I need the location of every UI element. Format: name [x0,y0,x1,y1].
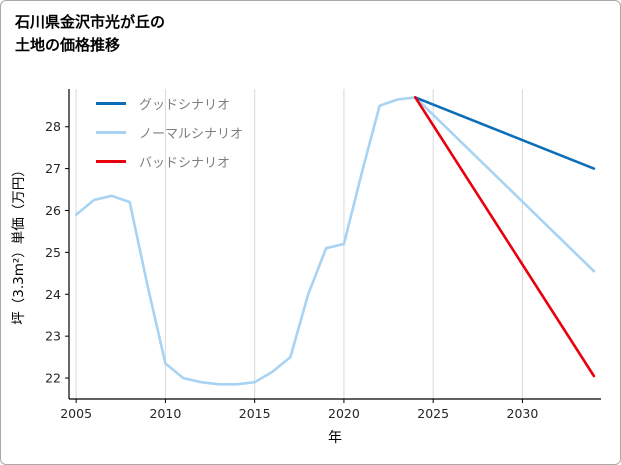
chart-title-line2: 土地の価格推移 [15,36,121,55]
x-tick-label-2015: 2015 [239,406,271,421]
x-axis-label: 年 [328,430,342,446]
x-tick-label-2025: 2025 [417,406,449,421]
legend-label-good: グッドシナリオ [139,98,231,113]
x-tick-label-2005: 2005 [60,406,92,421]
series-line-good [413,96,596,170]
y-tick-label-25: 25 [45,245,61,260]
legend-label-normal: ノーマルシナリオ [139,127,244,142]
legend: グッドシナリオ ノーマルシナリオ バッドシナリオ [96,94,243,171]
series-line-bad [413,96,596,378]
legend-item-good: グッドシナリオ [96,94,243,113]
legend-label-bad: バッドシナリオ [139,156,231,171]
x-tick-label-2030: 2030 [507,406,539,421]
legend-swatch-good [96,102,126,105]
legend-swatch-bad [96,160,126,163]
y-tick-label-26: 26 [45,203,61,218]
y-tick-label-27: 27 [45,161,61,176]
y-tick-label-24: 24 [45,287,61,302]
legend-item-bad: バッドシナリオ [96,152,243,171]
chart-title: 石川県金沢市光が丘の 土地の価格推移 [15,11,165,58]
series-line-normal [74,96,596,386]
y-tick-label-28: 28 [45,119,61,134]
y-tick-label-23: 23 [45,329,61,344]
legend-item-normal: ノーマルシナリオ [96,123,243,142]
chart-title-line1: 石川県金沢市光が丘の [15,13,166,31]
y-axis-label: 坪（3.3m²）単価（万円） [11,163,27,325]
x-tick-label-2020: 2020 [328,406,360,421]
x-tick-label-2010: 2010 [149,406,181,421]
y-tick-label-22: 22 [45,371,61,386]
legend-swatch-normal [96,131,126,134]
